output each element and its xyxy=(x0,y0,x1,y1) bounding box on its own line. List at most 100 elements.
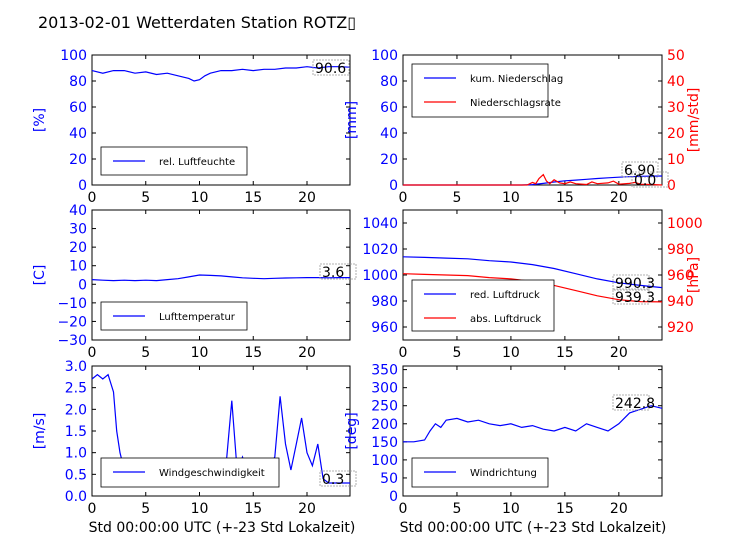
x-tick-label: 15 xyxy=(244,501,262,517)
x-tick-label: 0 xyxy=(88,190,97,206)
y-tick-label: 980 xyxy=(371,294,398,310)
y-axis-label: [mm] xyxy=(344,101,360,139)
y2-tick-label: 960 xyxy=(667,268,694,284)
x-tick-label: 0 xyxy=(399,190,408,206)
y-tick-label: 200 xyxy=(371,417,398,433)
x-tick-label: 5 xyxy=(141,501,150,517)
x-tick-label: 0 xyxy=(88,501,97,517)
value-label-box xyxy=(319,263,357,280)
y-tick-label: 350 xyxy=(371,363,398,379)
x-tick-label: 15 xyxy=(244,190,262,206)
legend-box xyxy=(411,63,549,118)
y-tick-label: 100 xyxy=(371,48,398,64)
y-tick-label: 100 xyxy=(371,453,398,469)
legend-label: Windrichtung xyxy=(470,468,537,479)
panel-2: 0 5 10 15 20 0 20 40 60 80 100 0 10 20 30 40 50 [mm] [mm/s… xyxy=(344,48,702,206)
y2-tick-label: 20 xyxy=(667,126,685,142)
series-line xyxy=(403,405,663,443)
y-tick-label: 80 xyxy=(69,74,87,90)
x-tick-label: 20 xyxy=(298,345,316,361)
legend-label: Niederschlagsrate xyxy=(470,98,561,109)
plot-frame xyxy=(402,365,663,497)
y-tick-label: 20 xyxy=(69,152,87,168)
y-tick-label: 250 xyxy=(371,399,398,415)
y-tick-label: 60 xyxy=(380,100,398,116)
y2-axis-label: [hPa] xyxy=(686,257,702,293)
y-tick-label: −30 xyxy=(57,333,87,349)
x-tick-label: 15 xyxy=(556,190,574,206)
series-line xyxy=(403,173,663,186)
y2-tick-label: 30 xyxy=(667,100,685,116)
value-label: 90.6 xyxy=(315,61,346,77)
x-tick-label: 10 xyxy=(191,190,209,206)
y-tick-label: 0 xyxy=(78,178,87,194)
x-tick-label: 10 xyxy=(502,501,520,517)
x-tick-label: 5 xyxy=(452,190,461,206)
y2-tick-label: 1000 xyxy=(667,216,703,232)
legend-label: rel. Luftfeuchte xyxy=(159,157,235,168)
y-tick-label: 0 xyxy=(389,489,398,505)
y2-tick-label: 980 xyxy=(667,242,694,258)
y-tick-label: 1000 xyxy=(362,268,398,284)
y-tick-label: 80 xyxy=(380,74,398,90)
x-tick-label: 10 xyxy=(191,345,209,361)
x-tick-label: 20 xyxy=(610,345,628,361)
value-label-box xyxy=(312,59,350,76)
value-label-box xyxy=(631,171,669,188)
panel-3: 0 5 10 15 20 −30 −20 −10 0 10 20 30 40 [C] Lufttempera… xyxy=(32,203,357,361)
y-tick-label: 60 xyxy=(69,100,87,116)
y-tick-label: 0.0 xyxy=(65,489,87,505)
y-axis-label: [C] xyxy=(32,265,48,286)
x-tick-label: 0 xyxy=(399,345,408,361)
x-tick-label: 20 xyxy=(298,190,316,206)
y-tick-label: 1040 xyxy=(362,216,398,232)
y2-tick-label: 50 xyxy=(667,48,685,64)
x-tick-label: 10 xyxy=(502,345,520,361)
legend-label: red. Luftdruck xyxy=(470,290,540,301)
x-tick-label: 5 xyxy=(452,345,461,361)
x-tick-label: 15 xyxy=(556,501,574,517)
y-tick-label: 2.5 xyxy=(65,381,87,397)
panel-5: 0 5 10 15 20 0.0 0.5 1.0 1.5 2.0 2.5 3.0 [m/s] Windge… xyxy=(32,359,357,517)
y-tick-label: 1.5 xyxy=(65,424,87,440)
value-label: 0.0 xyxy=(634,173,656,189)
value-label-box xyxy=(621,161,659,178)
y-tick-label: 30 xyxy=(69,222,87,238)
legend-box xyxy=(411,279,555,332)
series-line xyxy=(402,256,663,289)
x-axis-label-right: Std 00:00:00 UTC (+-23 Std Lokalzeit) xyxy=(400,520,667,536)
y2-tick-label: 0 xyxy=(667,178,676,194)
legend-label: Lufttemperatur xyxy=(159,312,236,323)
value-label: 0.3 xyxy=(322,472,344,488)
x-tick-label: 5 xyxy=(141,345,150,361)
x-tick-label: 10 xyxy=(502,190,520,206)
panel-6: 0 5 10 15 20050100150200250300350[deg]Windri… xyxy=(344,363,663,517)
x-tick-label: 5 xyxy=(452,501,461,517)
x-tick-label: 20 xyxy=(298,501,316,517)
plot-frame xyxy=(91,209,351,341)
y-tick-label: 150 xyxy=(371,435,398,451)
value-label-box xyxy=(319,470,357,487)
value-label: 3.6 xyxy=(322,265,344,281)
x-tick-label: 15 xyxy=(244,345,262,361)
y2-axis-label: [mm/std] xyxy=(686,88,702,153)
x-tick-label: 10 xyxy=(191,501,209,517)
value-label: 242.8 xyxy=(615,396,655,412)
y-tick-label: 0.5 xyxy=(65,467,87,483)
y-tick-label: 0 xyxy=(389,178,398,194)
value-label-box xyxy=(612,394,650,411)
y-tick-label: 20 xyxy=(380,152,398,168)
y-tick-label: 300 xyxy=(371,381,398,397)
value-label-box xyxy=(612,274,650,291)
y2-tick-label: 920 xyxy=(667,320,694,336)
panel-4: 0 5 10 15 20 960 980 1000 1020 1040 920 940 960 980 10… xyxy=(362,209,703,361)
y-axis-label: [m/s] xyxy=(32,413,48,450)
y-tick-label: 1.0 xyxy=(65,446,87,462)
y-tick-label: 40 xyxy=(380,126,398,142)
x-tick-label: 20 xyxy=(610,190,628,206)
y-tick-label: 1020 xyxy=(362,242,398,258)
legend-label: kum. Niederschlag xyxy=(470,74,563,85)
y-tick-label: 0 xyxy=(78,277,87,293)
series-line xyxy=(91,274,350,282)
